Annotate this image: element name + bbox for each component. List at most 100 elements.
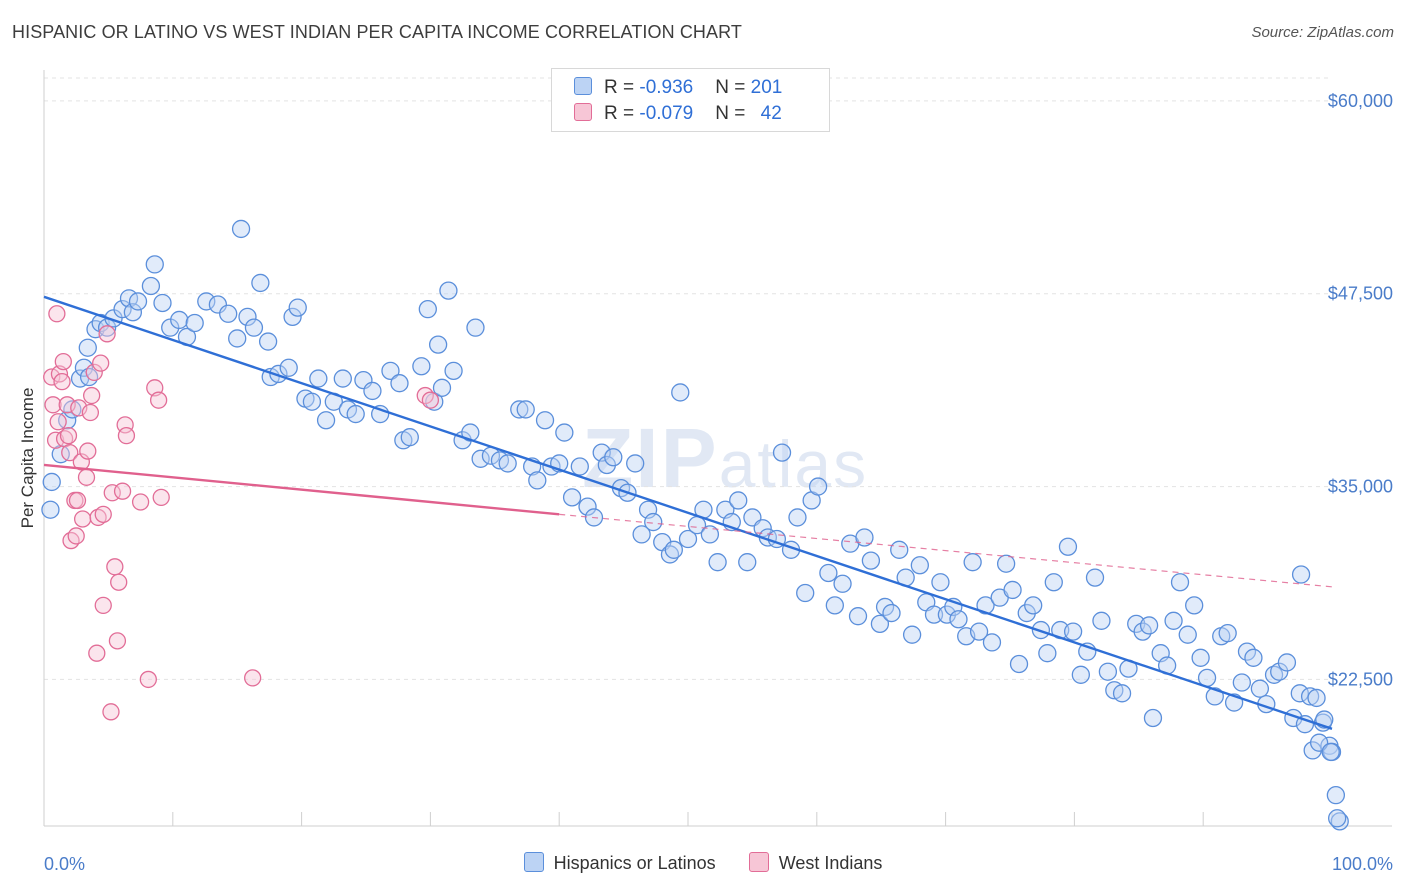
data-point (1300, 687, 1320, 706)
data-point (1330, 812, 1349, 831)
series-legend: Hispanics or Latinos West Indians (0, 852, 1406, 874)
data-point (108, 632, 127, 650)
data-point (1143, 708, 1163, 728)
y-tick-label: $22,500 (1328, 669, 1393, 689)
data-point (390, 374, 409, 393)
data-point (113, 299, 132, 319)
data-point (333, 369, 352, 388)
data-point (416, 386, 434, 405)
legend-item-hispanics[interactable]: Hispanics or Latinos (523, 852, 716, 874)
data-point (471, 449, 490, 468)
data-point (516, 400, 535, 419)
data-point (81, 403, 100, 422)
legend-label: West Indians (778, 853, 883, 873)
data-point (796, 583, 815, 603)
legend-label: Hispanics or Latinos (553, 853, 716, 873)
data-point (1038, 644, 1057, 663)
data-point (1071, 665, 1090, 684)
data-point (1270, 662, 1289, 681)
series-hispanics-points (41, 219, 1349, 831)
data-point (141, 276, 161, 296)
data-point (931, 573, 950, 592)
data-point (1185, 596, 1204, 615)
data-point (1232, 673, 1251, 692)
data-point (432, 378, 452, 397)
legend-r-label: R = (604, 103, 640, 124)
data-point (461, 423, 480, 442)
data-point (949, 610, 968, 629)
data-point (89, 508, 107, 527)
data-point (1321, 742, 1340, 762)
data-point (153, 293, 172, 313)
data-point (88, 644, 106, 662)
data-point (421, 391, 440, 409)
data-point (49, 413, 67, 431)
axes (43, 70, 1392, 827)
data-point (890, 540, 909, 559)
data-point (59, 427, 78, 445)
data-point (400, 428, 419, 447)
data-point (244, 318, 264, 337)
data-point (1291, 565, 1311, 584)
data-point (53, 373, 71, 391)
data-point (346, 404, 365, 424)
legend-swatch-hispanics (574, 77, 592, 95)
legend-r-value: -0.936 (639, 77, 694, 98)
data-point (412, 357, 431, 376)
data-point (1085, 568, 1105, 587)
data-point (996, 554, 1016, 573)
data-point (1112, 684, 1132, 703)
data-point (788, 508, 807, 527)
data-point (729, 491, 748, 510)
data-point (54, 352, 72, 371)
data-point (106, 558, 124, 576)
data-point (1178, 625, 1197, 644)
data-point (1098, 662, 1118, 681)
data-point (83, 386, 101, 405)
data-point (288, 298, 307, 317)
data-point (418, 299, 437, 319)
data-point (555, 423, 574, 442)
legend-row-west-indians: R = -0.079 N = 42 (574, 103, 782, 127)
legend-item-west-indians[interactable]: West Indians (748, 852, 883, 874)
data-point (833, 574, 852, 593)
data-point (258, 332, 278, 351)
data-point (98, 325, 116, 343)
data-point (67, 527, 85, 545)
tick-labels: $22,500 $35,000 $47,500 $60,000 0.0% 100.0% Pe… (18, 91, 1393, 874)
data-point (444, 361, 463, 381)
data-point (982, 633, 1002, 652)
data-point (74, 358, 94, 377)
data-point (41, 500, 60, 519)
data-point (910, 556, 929, 575)
data-point (197, 292, 216, 311)
data-point (123, 303, 143, 322)
data-point (1170, 573, 1190, 592)
data-point (902, 625, 922, 644)
data-point (819, 563, 838, 583)
data-point (976, 596, 995, 615)
y-tick-label: $47,500 (1328, 284, 1393, 304)
data-point (1264, 665, 1284, 684)
data-point (644, 512, 663, 532)
series-west-indians-points (43, 305, 440, 721)
data-point (145, 255, 164, 274)
data-point (1277, 653, 1297, 672)
data-point (604, 448, 623, 467)
watermark-atlas: atlas (718, 427, 869, 501)
legend-row-hispanics: R = -0.936 N = 201 (574, 77, 782, 101)
data-point (825, 596, 844, 615)
data-point (528, 471, 547, 490)
data-point (94, 505, 112, 523)
data-point (279, 358, 298, 377)
data-point (152, 488, 170, 507)
data-point (861, 551, 881, 570)
y-axis-label: Per Capita Income (18, 388, 37, 529)
data-point (1250, 679, 1270, 698)
legend-n-label: N = (715, 77, 751, 98)
source-label: Source: ZipAtlas.com (1251, 24, 1394, 41)
data-point (128, 292, 148, 311)
data-point (1063, 622, 1083, 641)
data-point (363, 381, 382, 401)
data-point (381, 361, 400, 381)
